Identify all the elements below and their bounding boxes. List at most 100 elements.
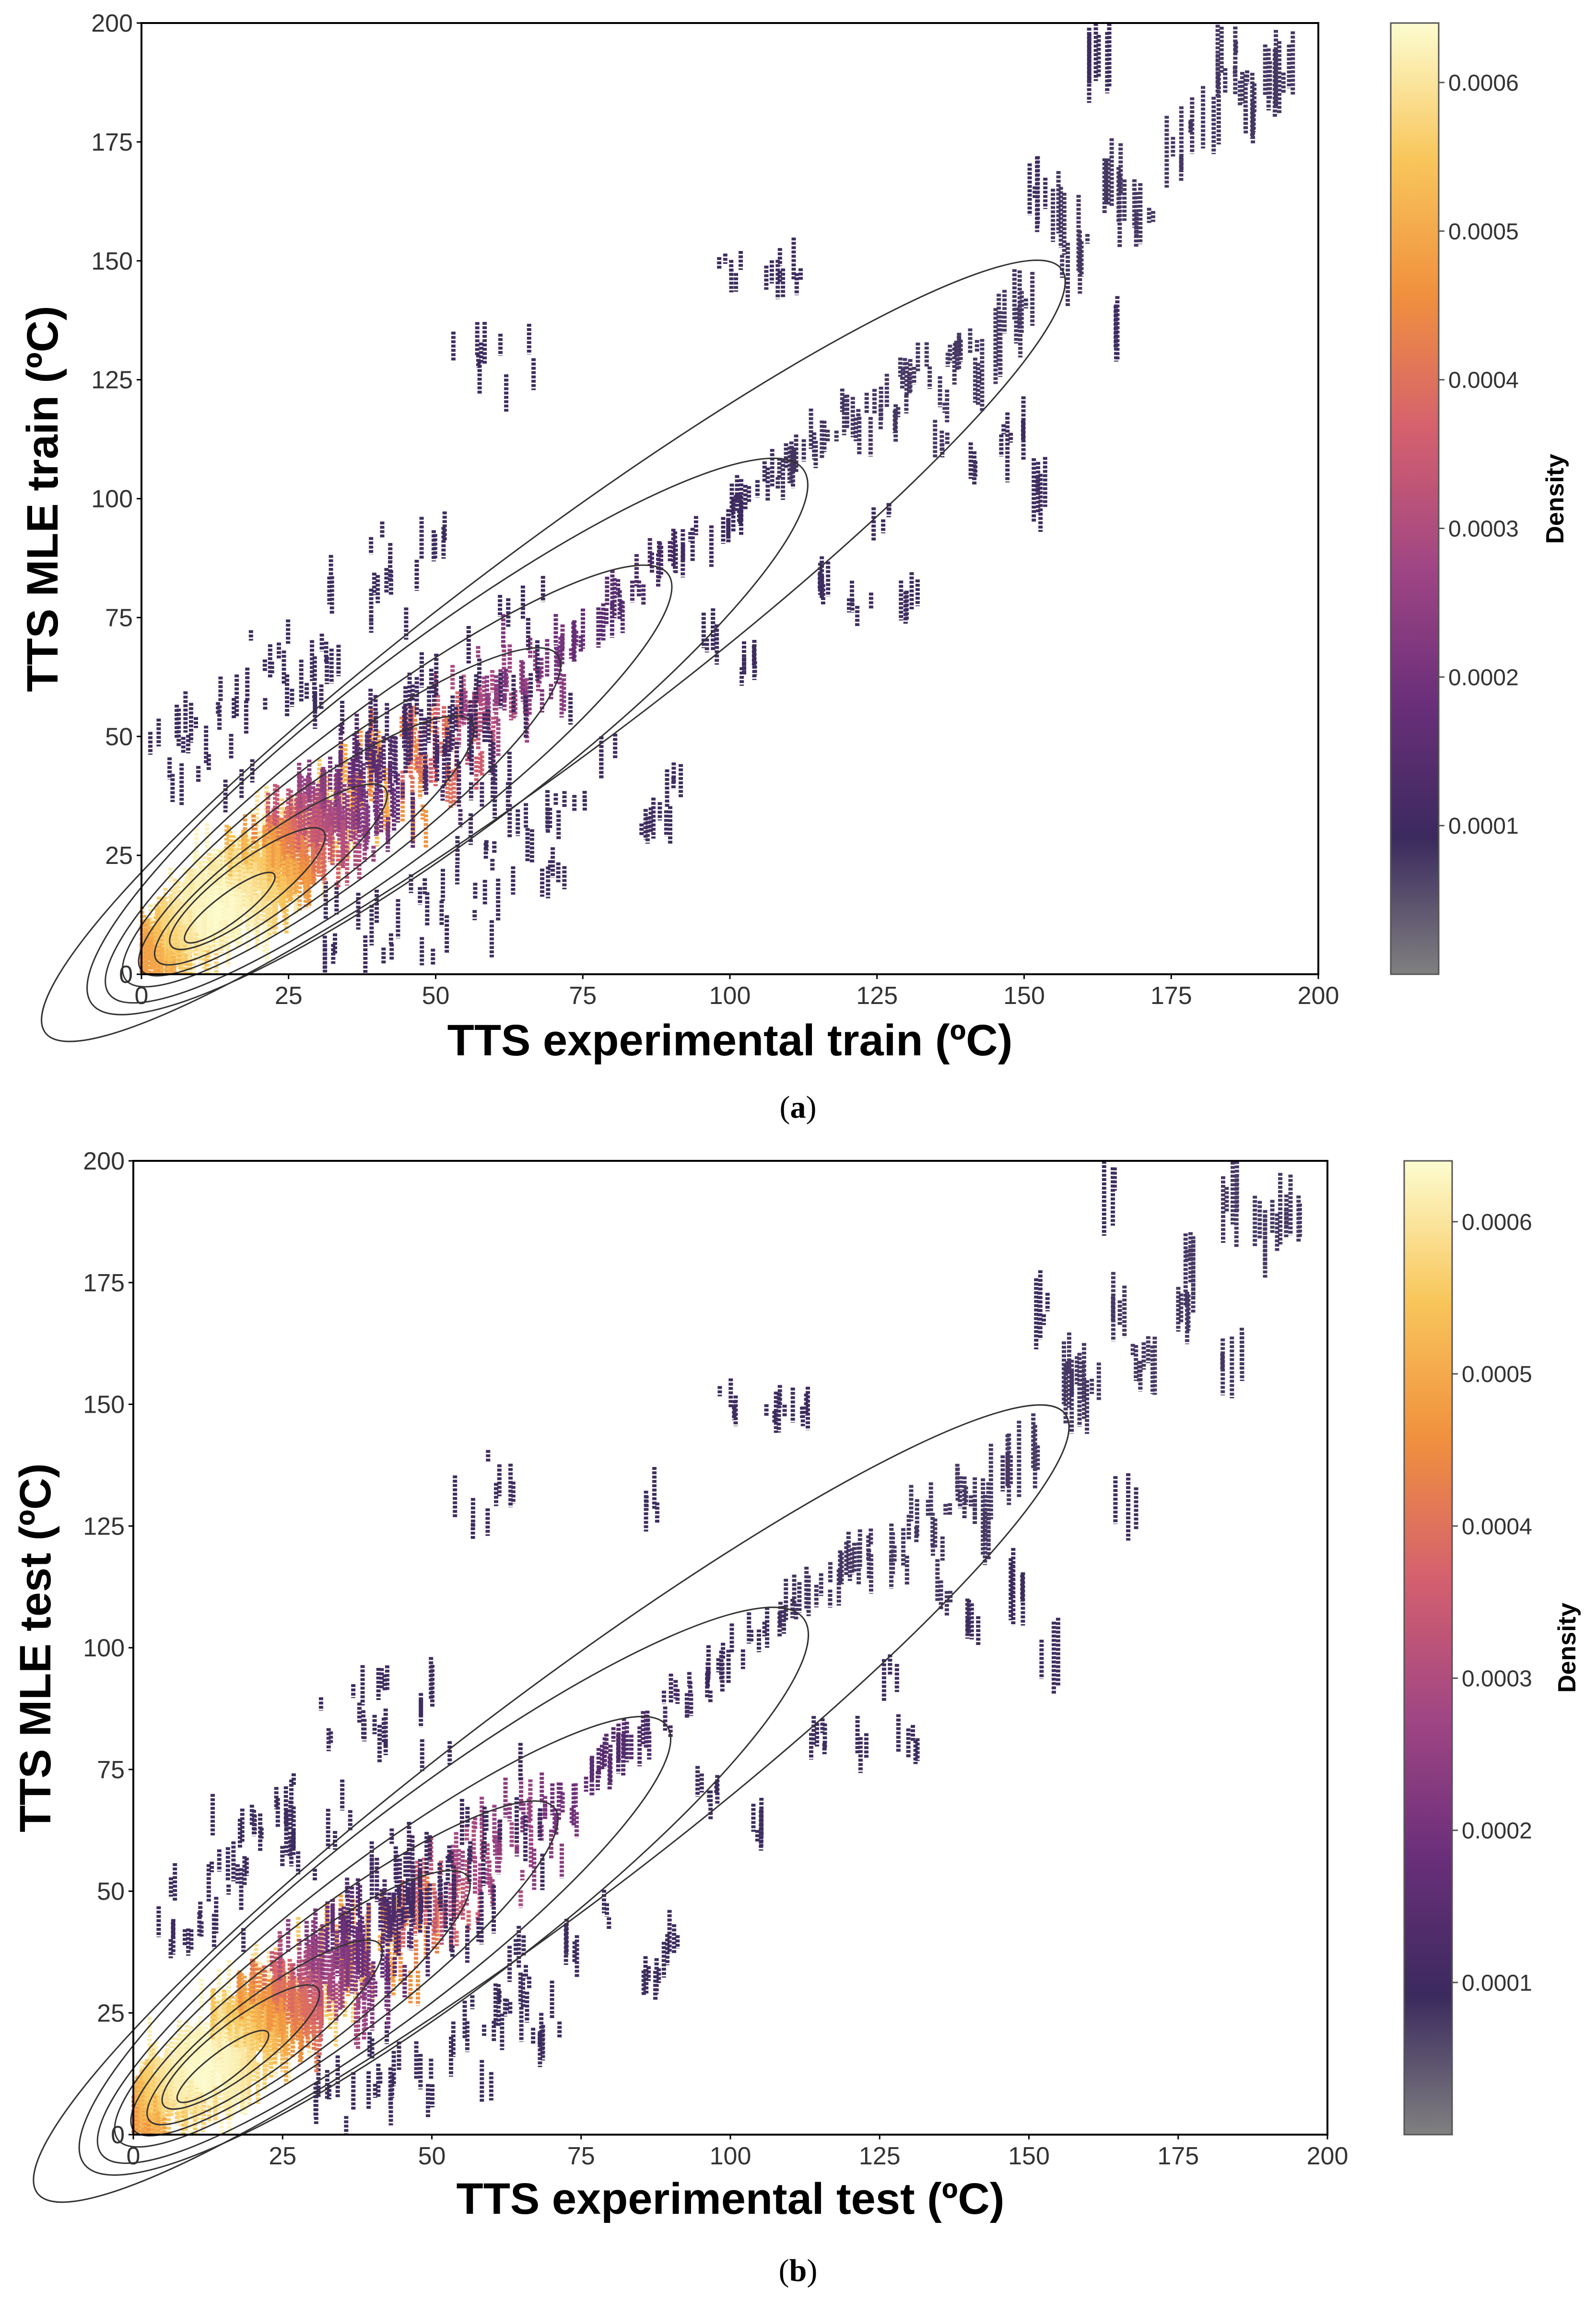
x-tick-label: 0 xyxy=(127,2142,141,2170)
panel-a-y-ticks: 0 25 50 75 100 125 150 175 200 xyxy=(91,10,141,989)
data-point-cluster xyxy=(729,475,748,526)
data-point-cluster xyxy=(665,762,683,808)
data-point-cluster xyxy=(616,579,634,620)
colorbar-tick-label: 0.0001 xyxy=(1448,814,1519,839)
panel-b: 0 25 50 75 100 125 150 175 200 0 25 50 75 100 125 150 1… xyxy=(11,1147,1581,2288)
x-tick-label: 175 xyxy=(1150,982,1192,1010)
data-point-cluster xyxy=(881,1654,899,1701)
data-point-cluster xyxy=(729,1623,753,1669)
data-point-cluster xyxy=(216,642,281,734)
x-tick-label: 125 xyxy=(859,2142,901,2170)
data-point-cluster xyxy=(275,1779,352,1881)
data-point-cluster xyxy=(450,1925,528,2042)
panel-b-x-axis-label: TTS experimental test (ºC) xyxy=(457,2174,1005,2223)
data-point-cluster xyxy=(507,790,567,895)
data-point-cluster xyxy=(717,251,743,293)
data-point-cluster xyxy=(896,1714,920,1764)
data-point-cluster xyxy=(764,1385,782,1433)
data-point-cluster xyxy=(1034,1270,1050,1349)
density-contour xyxy=(184,872,276,944)
data-point-cluster xyxy=(1183,1232,1196,1313)
data-point-cluster xyxy=(1215,24,1238,97)
data-point-cluster xyxy=(1114,296,1120,362)
x-tick-label: 200 xyxy=(1298,982,1339,1010)
data-point-cluster xyxy=(968,442,978,486)
x-tick-label: 100 xyxy=(710,2142,751,2170)
panel-b-scatter-layer xyxy=(131,1161,1302,2135)
data-point-cluster xyxy=(422,865,501,957)
x-tick-label: 25 xyxy=(269,2142,296,2170)
data-point-cluster xyxy=(717,1378,738,1427)
data-point-cluster xyxy=(540,860,567,898)
data-point-cluster xyxy=(599,733,618,779)
data-point-cluster xyxy=(809,408,827,468)
data-point-cluster xyxy=(1284,1194,1302,1243)
panel-a-colorbar xyxy=(1390,22,1440,975)
density-contour xyxy=(169,827,326,950)
data-point-cluster xyxy=(455,778,534,871)
colorbar-tick-label: 0.0002 xyxy=(1448,665,1519,690)
data-point-cluster xyxy=(429,2000,505,2108)
data-point-cluster xyxy=(1201,73,1221,154)
data-point-cluster xyxy=(1277,31,1295,115)
data-point-cluster xyxy=(1137,1336,1157,1395)
data-point-cluster xyxy=(906,1499,919,1542)
data-point-cluster xyxy=(240,1773,296,1866)
data-point-cluster xyxy=(889,1528,909,1589)
data-point-cluster xyxy=(1027,156,1048,232)
data-point-cluster xyxy=(327,537,409,640)
panel-a-scatter-layer xyxy=(139,23,1295,974)
data-point-cluster xyxy=(847,1542,873,1594)
data-point-cluster xyxy=(782,1386,810,1430)
data-point-cluster xyxy=(639,797,656,844)
data-point-cluster xyxy=(973,1478,991,1565)
data-point-cluster xyxy=(855,1716,868,1773)
data-point-cluster xyxy=(1116,167,1127,248)
density-contour xyxy=(176,2030,270,2103)
data-point-cluster xyxy=(791,237,803,295)
colorbar-tick-label: 0.0004 xyxy=(1462,1514,1532,1539)
x-tick-label: 75 xyxy=(569,982,597,1010)
data-point-cluster xyxy=(372,1657,452,1771)
data-point-cluster xyxy=(1132,179,1155,248)
y-tick-label: 50 xyxy=(105,723,133,751)
density-contour xyxy=(114,1800,559,2148)
x-tick-label: 100 xyxy=(709,982,751,1010)
density-contour xyxy=(78,1606,810,2176)
data-point-cluster xyxy=(871,503,892,542)
y-tick-label: 75 xyxy=(105,604,133,632)
data-point-cluster xyxy=(1263,30,1278,118)
data-point-cluster xyxy=(1179,97,1195,172)
panel-a-x-axis-label: TTS experimental train (ºC) xyxy=(447,1016,1013,1065)
x-tick-label: 150 xyxy=(1003,982,1045,1010)
data-point-cluster xyxy=(644,1467,659,1532)
colorbar-tick-label: 0.0005 xyxy=(1462,1362,1532,1387)
data-point-cluster xyxy=(999,396,1026,483)
x-tick-label: 125 xyxy=(856,982,898,1010)
y-tick-label: 25 xyxy=(105,842,133,870)
panel-a-colorbar-ticks: 0.0001 0.0002 0.0003 0.0004 0.0005 0.0006 xyxy=(1439,71,1519,839)
data-point-cluster xyxy=(376,511,447,603)
data-point-cluster xyxy=(1087,23,1112,103)
data-point-cluster xyxy=(965,1598,981,1646)
data-point-cluster xyxy=(451,322,536,412)
data-point-cluster xyxy=(809,1716,827,1760)
y-tick-label: 0 xyxy=(111,2121,125,2149)
data-point-cluster xyxy=(716,1642,731,1683)
y-tick-label: 50 xyxy=(97,1878,125,1906)
y-tick-label: 25 xyxy=(97,1999,125,2027)
data-point-cluster xyxy=(599,1724,621,1785)
colorbar-tick-label: 0.0006 xyxy=(1462,1210,1532,1235)
data-point-cluster xyxy=(1243,72,1256,143)
colorbar-tick-label: 0.0003 xyxy=(1448,516,1519,542)
density-contour xyxy=(153,783,388,966)
x-tick-label: 175 xyxy=(1157,2142,1199,2170)
panel-b-colorbar-label: Density xyxy=(1553,1603,1581,1693)
data-point-cluster xyxy=(453,1450,516,1540)
data-point-cluster xyxy=(847,580,873,626)
data-point-cluster xyxy=(751,1797,764,1851)
data-point-cluster xyxy=(747,461,770,503)
data-point-cluster xyxy=(731,479,743,536)
data-point-cluster xyxy=(584,1758,595,1795)
